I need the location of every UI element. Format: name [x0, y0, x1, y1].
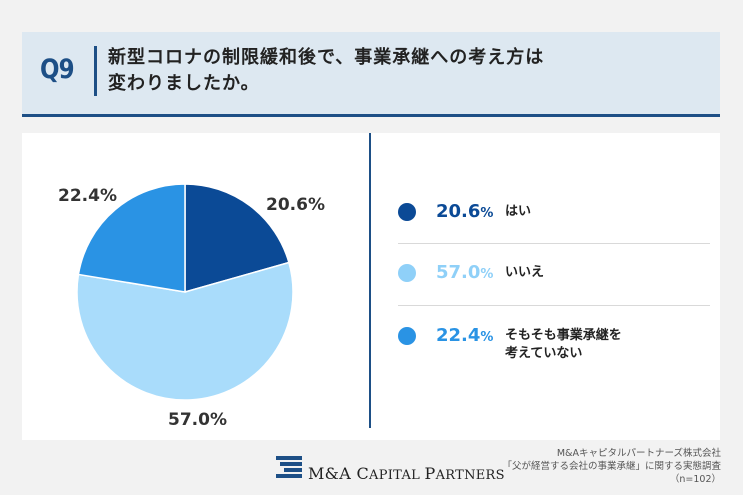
- legend-label-iie: いいえ: [505, 265, 545, 280]
- legend-label-hai: はい: [505, 204, 532, 219]
- header-underline: [22, 114, 720, 117]
- legend-value-hai: 20.6%: [436, 201, 493, 222]
- legend-label-line-1: そもそも事業承継を: [505, 328, 622, 343]
- legend-label-kangaeteinai: そもそも事業承継を 考えていない: [505, 327, 665, 363]
- source-line-2: 「父が経営する会社の事業承継」に関する実態調査: [502, 461, 721, 472]
- legend-item-hai: 20.6% はい: [398, 201, 710, 225]
- question-text: 新型コロナの制限緩和後で、事業承継への考え方は 変わりましたか。: [108, 45, 668, 97]
- logo-part: M&A C: [308, 464, 370, 483]
- company-logo-text: M&A CAPITAL PARTNERS: [308, 464, 505, 483]
- legend-value-kangaeteinai: 22.4%: [436, 325, 493, 346]
- question-line-2: 変わりましたか。: [108, 73, 260, 94]
- legend-dot-hai: [398, 203, 416, 221]
- question-line-1: 新型コロナの制限緩和後で、事業承継への考え方は: [108, 47, 545, 68]
- legend-value-number: 57.0: [436, 262, 481, 283]
- question-number: Q9: [40, 54, 75, 85]
- legend-value-number: 22.4: [436, 325, 481, 346]
- source-note: M&Aキャピタルパートナーズ株式会社 「父が経営する会社の事業承継」に関する実態…: [502, 447, 721, 486]
- pie-slice-kangaeteinai: [77, 183, 186, 293]
- pie-label-iie: 57.0%: [168, 410, 227, 430]
- legend-value-iie: 57.0%: [436, 262, 493, 283]
- legend-separator: [398, 305, 710, 306]
- legend-separator: [398, 243, 710, 244]
- logo-part: APITAL: [369, 468, 425, 483]
- legend-value-unit: %: [480, 330, 494, 345]
- source-line-3: （n=102）: [669, 474, 721, 485]
- logo-part: ARTNERS: [435, 468, 505, 483]
- legend-value-unit: %: [480, 206, 494, 221]
- legend-item-iie: 57.0% いいえ: [398, 262, 710, 286]
- question-header: [22, 32, 720, 114]
- legend-value-number: 20.6: [436, 201, 481, 222]
- legend-dot-kangaeteinai: [398, 327, 416, 345]
- chart-legend-divider: [369, 133, 371, 428]
- source-line-1: M&Aキャピタルパートナーズ株式会社: [556, 448, 721, 459]
- legend-dot-iie: [398, 264, 416, 282]
- pie-slice-hai: [184, 183, 290, 293]
- pie-slice-iie: [76, 261, 294, 401]
- company-logo-icon: [276, 456, 302, 478]
- legend-item-kangaeteinai: 22.4% そもそも事業承継を 考えていない: [398, 325, 710, 365]
- legend-value-unit: %: [480, 267, 494, 282]
- pie-label-kangaeteinai: 22.4%: [58, 186, 117, 206]
- pie-label-hai: 20.6%: [266, 195, 325, 215]
- question-divider: [94, 46, 97, 96]
- legend-label-line-2: 考えていない: [505, 346, 583, 361]
- logo-part: P: [424, 464, 436, 483]
